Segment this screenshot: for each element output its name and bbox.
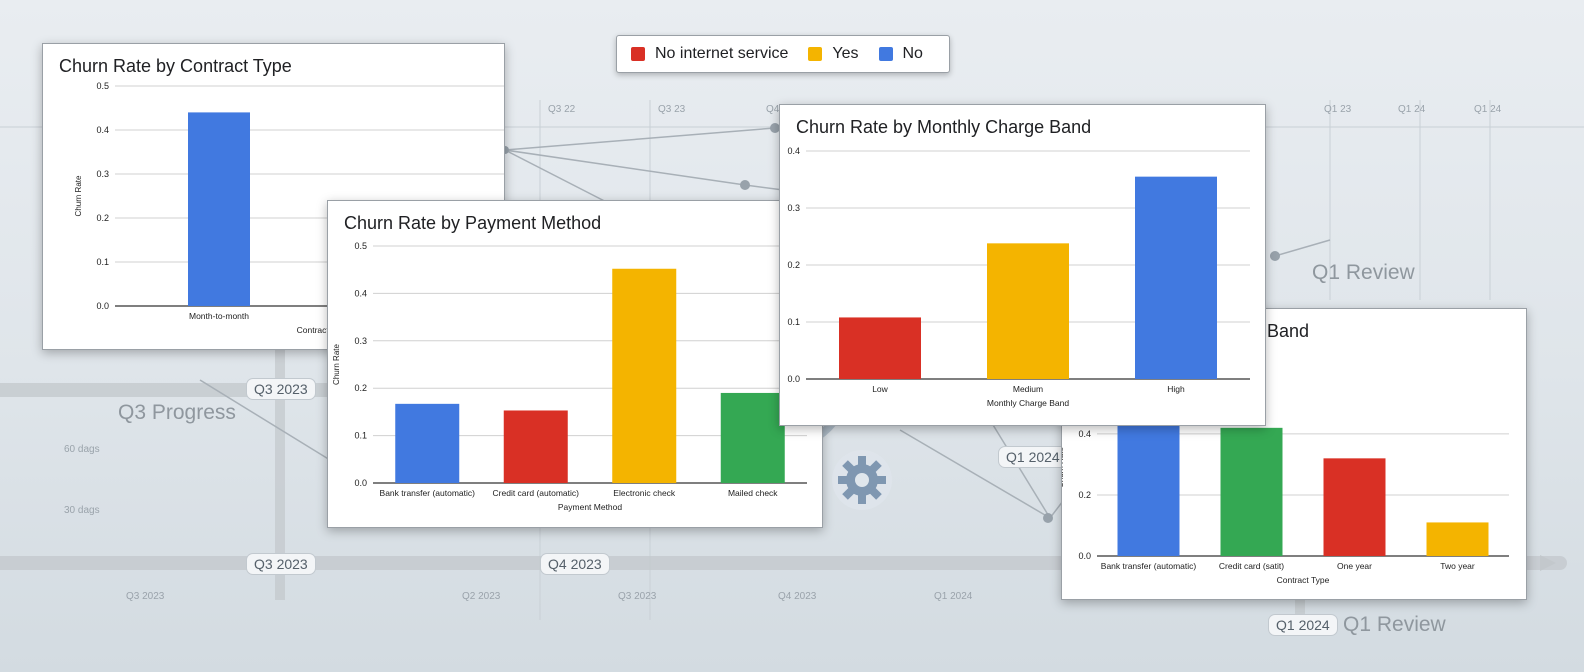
bg-top-tick: Q3 22 [548,104,576,115]
legend-label: Yes [832,45,859,62]
bar [188,112,250,307]
bg-badge: Q3 2023 [246,553,316,575]
bg-top-tick: Q1 24 [1398,104,1426,115]
y-tick-label: 0.0 [1078,551,1091,561]
legend-swatch [631,47,645,61]
y-tick-label: 0.4 [354,288,367,298]
y-axis-label: Churn Rate [74,175,83,216]
bar [1117,403,1180,556]
bar [720,392,785,483]
x-axis-label: Contract Type [297,325,350,335]
x-tick-label: Credit card (automatic) [493,488,580,498]
y-axis-label: Churn Rate [1062,447,1065,488]
y-tick-label: 0.5 [96,81,109,91]
bg-bottom-tick: Q4 2023 [778,591,817,602]
x-axis-label: Contract Type [1277,575,1330,585]
bg-badge: Q1 2024 [998,446,1068,468]
bg-big-label: Q1 Review [1343,613,1446,636]
y-tick-label: 0.2 [787,260,800,270]
y-tick-label: 0.0 [354,478,367,488]
bg-badge: Q4 2023 [540,553,610,575]
x-tick-label: Medium [1013,384,1043,394]
x-tick-label: Two year [1440,561,1475,571]
chart-title: Churn Rate by Contract Type [59,56,292,76]
x-tick-label: One year [1337,561,1372,571]
legend-item-no: No [878,45,923,63]
bg-badge: Q1 2024 [1268,614,1338,636]
y-tick-label: 0.2 [1078,490,1091,500]
x-tick-label: Bank transfer (automatic) [380,488,476,498]
bg-dag-label: 60 dags [64,444,100,455]
y-tick-label: 0.4 [787,146,800,156]
bg-top-tick: Q1 23 [1324,104,1352,115]
legend-swatch [878,47,893,61]
y-tick-label: 0.0 [787,374,800,384]
y-tick-label: 0.3 [787,203,800,213]
bg-dag-label: 30 dags [64,505,100,516]
y-tick-label: 0.1 [787,317,800,327]
bar [503,410,568,483]
chart-card-monthly-charge-band: Churn Rate by Monthly Charge Band 0.0 0.1… [779,104,1266,426]
bg-bottom-tick: Q3 2023 [126,591,165,602]
bar [1323,458,1386,556]
y-axis-label: Churn Rate [332,344,341,385]
x-tick-label: Month-to-month [189,311,249,321]
y-tick-label: 0.0 [96,301,109,311]
legend-item-yes: Yes [808,45,859,63]
bar [1220,427,1283,556]
x-tick-label: Bank transfer (automatic) [1101,561,1197,571]
x-tick-label: Mailed check [728,488,778,498]
chart-title: Band [1267,321,1310,341]
y-tick-label: 0.3 [354,336,367,346]
bg-big-label: Q3 Progress [118,401,236,424]
legend-swatch [808,47,823,61]
x-axis-label: Payment Method [558,502,623,512]
legend-item-no-internet-service: No internet service [631,45,788,63]
x-tick-label: Credit card (satit) [1219,561,1284,571]
bar [395,403,460,483]
chart-title: Churn Rate by Monthly Charge Band [796,117,1092,137]
x-axis-label: Monthly Charge Band [987,398,1069,408]
y-tick-label: 0.2 [96,213,109,223]
bg-top-tick: Q1 24 [1474,104,1502,115]
y-tick-label: 0.1 [96,257,109,267]
chart-plot: 0.0 0.2 0.4 Churn Rate Bank transfer (automa… [1062,403,1509,585]
bg-bottom-tick: Q3 2023 [618,591,657,602]
chart-legend: No internet service Yes No [616,35,950,73]
legend-label: No internet service [655,45,789,62]
x-tick-label: Low [872,384,888,394]
x-tick-label: Electronic check [613,488,676,498]
bar [839,317,921,379]
bg-badge: Q3 2023 [246,378,316,400]
y-tick-label: 0.5 [354,241,367,251]
bg-bottom-tick: Q1 2024 [934,591,973,602]
y-tick-label: 0.2 [354,383,367,393]
bar [612,268,677,483]
chart-plot: 0.0 0.1 0.2 0.3 0.4 0.5 Churn Rate Bank transfe… [332,241,807,512]
legend-label: No [902,45,923,62]
bar [987,243,1069,379]
y-tick-label: 0.4 [96,125,109,135]
bg-top-tick: Q3 23 [658,104,686,115]
bg-bottom-tick: Q2 2023 [462,591,501,602]
bar [1135,176,1217,379]
bar [1426,522,1489,556]
y-tick-label: 0.1 [354,431,367,441]
chart-card-payment-method: Churn Rate by Payment Method 0.0 0.1 0.2 0.… [327,200,823,528]
y-tick-label: 0.3 [96,169,109,179]
bg-top-tick: Q4 [766,104,780,115]
x-tick-label: High [1167,384,1185,394]
bg-big-label: Q1 Review [1312,261,1415,284]
y-tick-label: 0.4 [1078,429,1091,439]
chart-title: Churn Rate by Payment Method [344,213,602,233]
